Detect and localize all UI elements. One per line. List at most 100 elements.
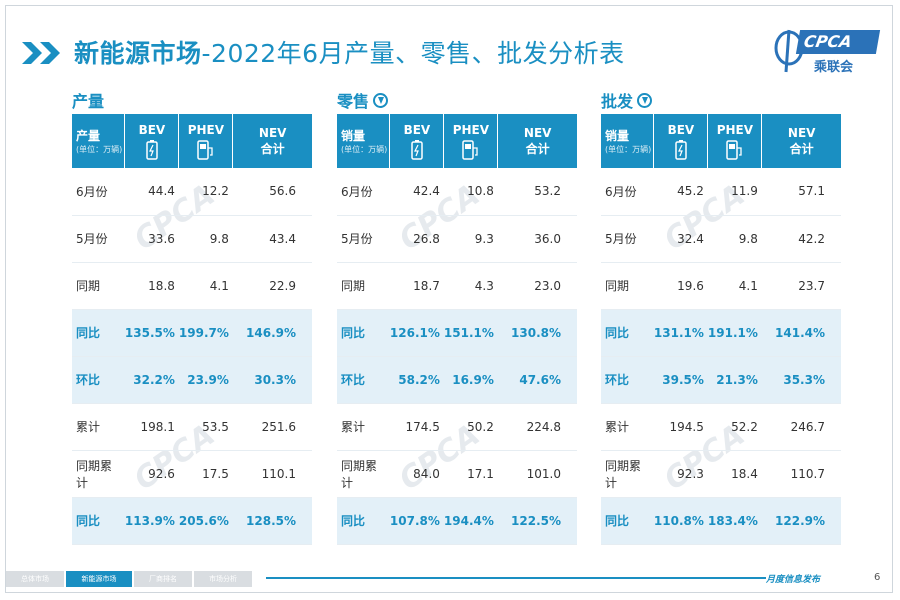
table-row: 同期累计 92.3 18.4 110.7 bbox=[601, 450, 841, 498]
tab-nev-market[interactable]: 新能源市场 bbox=[66, 571, 132, 587]
bev-value: 126.1% bbox=[389, 309, 444, 357]
phev-value: 10.8 bbox=[443, 168, 498, 216]
phev-value: 12.2 bbox=[178, 168, 233, 216]
phev-value: 4.3 bbox=[443, 262, 498, 310]
row-header-cell: 产量 (单位：万辆) bbox=[72, 114, 126, 168]
nev-value: 122.5% bbox=[497, 497, 577, 545]
production-table: 产量 (单位：万辆) BEV PHEV NEV 合计 6月份 44.4 12.2 56.6… bbox=[72, 114, 312, 545]
tab-overall-market[interactable]: 总体市场 bbox=[6, 571, 64, 587]
tab-maker-ranking[interactable]: 厂商排名 bbox=[134, 571, 192, 587]
nev-value: 110.7 bbox=[761, 450, 841, 498]
nev-value: 224.8 bbox=[497, 403, 577, 451]
nev-header: NEV 合计 bbox=[761, 114, 841, 168]
row-label: 6月份 bbox=[337, 168, 390, 216]
row-label: 同比 bbox=[337, 497, 390, 545]
phev-value: 17.1 bbox=[443, 450, 498, 498]
nev-value: 35.3% bbox=[761, 356, 841, 404]
row-label: 同期累计 bbox=[337, 450, 390, 498]
bev-value: 58.2% bbox=[389, 356, 444, 404]
phev-value: 18.4 bbox=[707, 450, 762, 498]
nev-value: 36.0 bbox=[497, 215, 577, 263]
row-label: 6月份 bbox=[72, 168, 125, 216]
table-row: 累计 174.5 50.2 224.8 bbox=[337, 403, 577, 451]
bev-value: 194.5 bbox=[653, 403, 708, 451]
table-row: 环比 58.2% 16.9% 47.6% bbox=[337, 356, 577, 404]
nev-value: 57.1 bbox=[761, 168, 841, 216]
row-label: 5月份 bbox=[601, 215, 654, 263]
nev-header: NEV 合计 bbox=[232, 114, 312, 168]
bev-value: 39.5% bbox=[653, 356, 708, 404]
nev-value: 42.2 bbox=[761, 215, 841, 263]
battery-icon bbox=[675, 139, 687, 160]
bev-value: 19.6 bbox=[653, 262, 708, 310]
bev-value: 110.8% bbox=[653, 497, 708, 545]
nev-value: 22.9 bbox=[232, 262, 312, 310]
row-label: 同比 bbox=[337, 309, 390, 357]
bev-value: 18.8 bbox=[124, 262, 179, 310]
row-label: 同期 bbox=[601, 262, 654, 310]
phev-value: 50.2 bbox=[443, 403, 498, 451]
table-row: 6月份 44.4 12.2 56.6 bbox=[72, 168, 312, 216]
nev-value: 30.3% bbox=[232, 356, 312, 404]
phev-header: PHEV bbox=[707, 114, 763, 168]
table-row: 同期累计 92.6 17.5 110.1 bbox=[72, 450, 312, 498]
charger-icon bbox=[726, 139, 742, 160]
table-row: 同比 126.1% 151.1% 130.8% bbox=[337, 309, 577, 357]
row-header-cell: 销量 (单位：万辆) bbox=[337, 114, 391, 168]
phev-value: 17.5 bbox=[178, 450, 233, 498]
retail-section: 零售 销量 (单位：万辆) BEV PHEV NEV 合计 6月份 42.4 10.8 5… bbox=[337, 88, 577, 545]
cpca-logo: CPCA 乘联会 bbox=[770, 28, 881, 76]
bev-value: 135.5% bbox=[124, 309, 179, 357]
phev-value: 4.1 bbox=[178, 262, 233, 310]
table-row: 同期 18.7 4.3 23.0 bbox=[337, 262, 577, 310]
table-row: 同比 113.9% 205.6% 128.5% bbox=[72, 497, 312, 545]
phev-value: 191.1% bbox=[707, 309, 762, 357]
retail-rows: 6月份 42.4 10.8 53.2 5月份 26.8 9.3 36.0 同期 18.7 4.3 23… bbox=[337, 168, 577, 545]
row-label: 环比 bbox=[337, 356, 390, 404]
row-label: 5月份 bbox=[72, 215, 125, 263]
bev-value: 107.8% bbox=[389, 497, 444, 545]
table-row: 同比 131.1% 191.1% 141.4% bbox=[601, 309, 841, 357]
phev-header: PHEV bbox=[443, 114, 499, 168]
table-row: 5月份 33.6 9.8 43.4 bbox=[72, 215, 312, 263]
nev-value: 23.0 bbox=[497, 262, 577, 310]
footer-divider bbox=[266, 577, 766, 579]
bev-value: 113.9% bbox=[124, 497, 179, 545]
phev-value: 9.3 bbox=[443, 215, 498, 263]
nev-value: 43.4 bbox=[232, 215, 312, 263]
bev-value: 42.4 bbox=[389, 168, 444, 216]
bev-value: 198.1 bbox=[124, 403, 179, 451]
table-row: 环比 39.5% 21.3% 35.3% bbox=[601, 356, 841, 404]
row-label: 累计 bbox=[601, 403, 654, 451]
phev-value: 53.5 bbox=[178, 403, 233, 451]
nev-value: 23.7 bbox=[761, 262, 841, 310]
table-row: 环比 32.2% 23.9% 30.3% bbox=[72, 356, 312, 404]
row-label: 同比 bbox=[601, 309, 654, 357]
table-row: 5月份 26.8 9.3 36.0 bbox=[337, 215, 577, 263]
charger-icon bbox=[197, 139, 213, 160]
phev-value: 23.9% bbox=[178, 356, 233, 404]
production-rows: 6月份 44.4 12.2 56.6 5月份 33.6 9.8 43.4 同期 18.8 4.1 22… bbox=[72, 168, 312, 545]
phev-value: 16.9% bbox=[443, 356, 498, 404]
double-chevron-icon bbox=[22, 42, 60, 64]
table-row: 6月份 45.2 11.9 57.1 bbox=[601, 168, 841, 216]
tab-market-analysis[interactable]: 市场分析 bbox=[194, 571, 252, 587]
phev-value: 9.8 bbox=[707, 215, 762, 263]
page-title: 新能源市场-2022年6月产量、零售、批发分析表 bbox=[74, 34, 625, 70]
section-title: 产量 bbox=[72, 92, 105, 111]
bev-value: 45.2 bbox=[653, 168, 708, 216]
row-label: 同比 bbox=[72, 497, 125, 545]
bev-header: BEV bbox=[124, 114, 180, 168]
table-row: 同比 110.8% 183.4% 122.9% bbox=[601, 497, 841, 545]
bev-value: 18.7 bbox=[389, 262, 444, 310]
table-row: 同比 107.8% 194.4% 122.5% bbox=[337, 497, 577, 545]
arrow-down-circle-icon bbox=[637, 92, 653, 108]
bev-value: 33.6 bbox=[124, 215, 179, 263]
nev-value: 146.9% bbox=[232, 309, 312, 357]
nev-value: 130.8% bbox=[497, 309, 577, 357]
phev-value: 194.4% bbox=[443, 497, 498, 545]
nev-value: 110.1 bbox=[232, 450, 312, 498]
table-row: 累计 198.1 53.5 251.6 bbox=[72, 403, 312, 451]
table-row: 同期 18.8 4.1 22.9 bbox=[72, 262, 312, 310]
nev-value: 122.9% bbox=[761, 497, 841, 545]
